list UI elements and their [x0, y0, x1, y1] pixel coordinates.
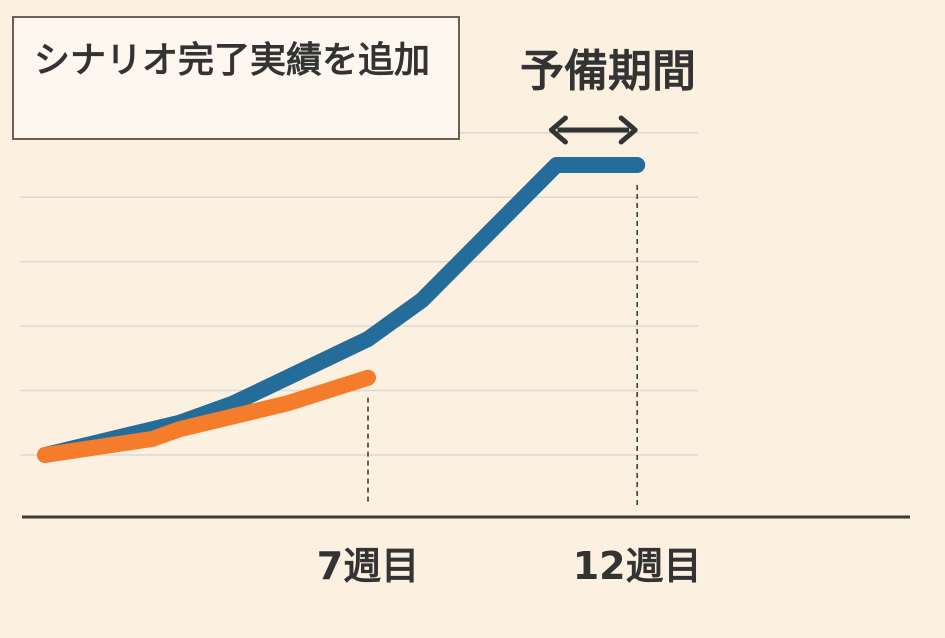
buffer-arrow-right-head	[618, 115, 638, 145]
x-tick-label-week-7: 7週目	[316, 544, 420, 588]
scenario-callout-box: シナリオ完了実績を追加	[12, 16, 460, 140]
plan-series-line	[37, 157, 646, 463]
grid-lines	[20, 132, 698, 456]
actual-series-line	[37, 369, 376, 463]
dashed-guide-lines	[367, 185, 638, 505]
buffer-arrow-left-head	[548, 115, 568, 145]
callout-text: シナリオ完了実績を追加	[34, 40, 431, 81]
x-tick-label-week-12: 12週目	[572, 544, 702, 588]
buffer-period-arrow	[548, 115, 638, 145]
series-lines	[37, 157, 646, 463]
buffer-period-label: 予備期間	[520, 46, 696, 97]
